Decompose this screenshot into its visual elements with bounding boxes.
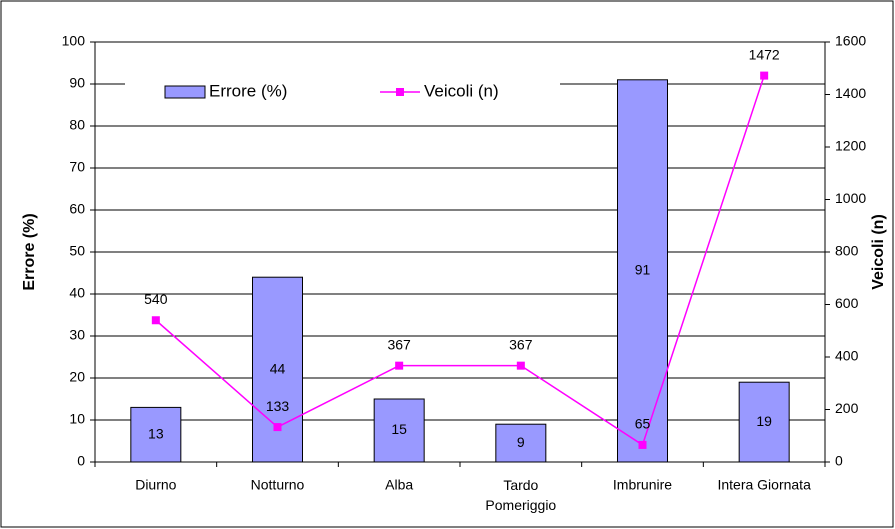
y2-axis-title: Veicoli (n) <box>870 214 887 290</box>
bar <box>738 381 790 463</box>
y-tick-label: 100 <box>62 33 86 49</box>
line-marker <box>760 71 769 80</box>
bar-label: 19 <box>756 413 772 429</box>
y-tick-label: 20 <box>69 369 85 385</box>
line-label: 367 <box>387 336 411 352</box>
y-tick-label: 40 <box>69 285 85 301</box>
y2-tick-label: 400 <box>835 348 859 364</box>
legend-swatch <box>164 85 206 99</box>
y-tick-label: 50 <box>69 243 85 259</box>
x-tick-label: Tardo Pomeriggio <box>485 477 556 513</box>
line-label: 1472 <box>749 46 780 62</box>
y2-tick-label: 1200 <box>835 138 866 154</box>
line-label: 367 <box>509 336 533 352</box>
y2-tick-label: 1000 <box>835 190 866 206</box>
bar <box>373 398 425 463</box>
x-tick-label: Imbrunire <box>613 477 672 493</box>
y-tick-label: 60 <box>69 201 85 217</box>
y-tick-label: 90 <box>69 75 85 91</box>
bar-label: 44 <box>270 360 286 376</box>
line <box>155 75 765 447</box>
y-tick-label: 70 <box>69 159 85 175</box>
bar <box>252 276 303 463</box>
bar-label: 91 <box>635 262 651 278</box>
line-marker <box>151 316 160 325</box>
y-tick-label: 30 <box>69 327 85 343</box>
bar-label: 9 <box>517 434 525 450</box>
y2-tick-label: 600 <box>835 295 859 311</box>
line-label: 540 <box>144 291 168 307</box>
legend-label: Errore (%) <box>209 81 287 100</box>
bar <box>130 406 182 463</box>
x-tick-label: Alba <box>385 477 413 493</box>
y-axis-title: Errore (%) <box>21 213 38 290</box>
x-tick-label: Notturno <box>251 477 305 493</box>
bar <box>495 423 547 463</box>
y-tick-label: 10 <box>69 411 85 427</box>
line-marker <box>516 361 525 370</box>
x-tick-label: Diurno <box>135 477 176 493</box>
y2-tick-label: 200 <box>835 400 859 416</box>
line-marker <box>395 361 404 370</box>
bar <box>617 79 668 463</box>
legend-swatch-marker <box>396 88 404 96</box>
legend-label: Veicoli (n) <box>424 81 499 100</box>
y2-tick-label: 800 <box>835 243 859 259</box>
bar-label: 15 <box>391 421 407 437</box>
line-marker <box>638 440 647 449</box>
y2-tick-label: 1600 <box>835 33 866 49</box>
x-tick-label: Intera Giornata <box>717 477 811 493</box>
line-marker <box>273 423 282 432</box>
y-tick-label: 0 <box>77 453 85 469</box>
y2-tick-label: 0 <box>835 453 843 469</box>
line-label: 65 <box>635 416 651 432</box>
y-tick-label: 80 <box>69 117 85 133</box>
line-label: 133 <box>266 398 290 414</box>
y2-tick-label: 1400 <box>835 85 866 101</box>
bar-label: 13 <box>148 425 164 441</box>
